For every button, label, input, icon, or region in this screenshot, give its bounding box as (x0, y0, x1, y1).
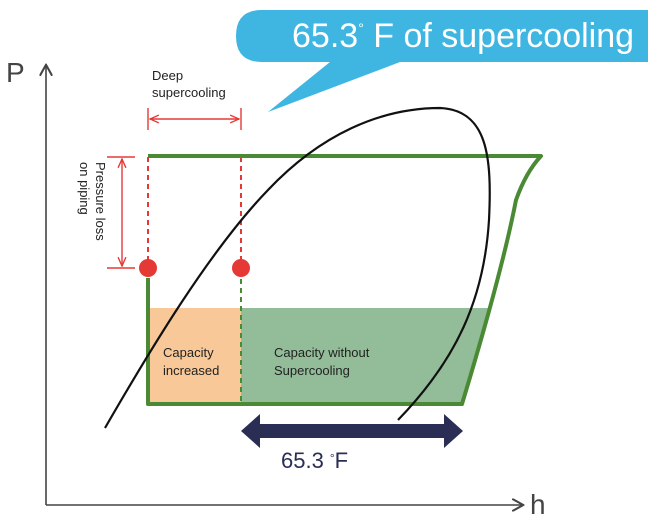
capacity-increased-line2: increased (163, 363, 219, 378)
temperature-range-arrow: 65.3 °F (241, 414, 463, 473)
supercooling-callout: 65.3° F of supercooling (236, 10, 648, 112)
pressure-loss-line2: on piping (77, 162, 92, 215)
callout-text: 65.3° F of supercooling (292, 17, 634, 55)
double-arrow-shape (241, 414, 463, 448)
saturation-curve (104, 106, 491, 429)
capacity-increased-line1: Capacity (163, 345, 214, 360)
callout-label: F of supercooling (364, 17, 634, 55)
range-arrow-label: 65.3 °F (281, 448, 348, 473)
range-degree: ° (330, 451, 335, 465)
pressure-loss-label: Pressure loss on piping (77, 162, 108, 244)
callout-value: 65.3 (292, 17, 358, 55)
capacity-without-supercooling-region (241, 308, 489, 404)
capacity-without-label: Capacity without Supercooling (274, 345, 373, 378)
pressure-loss-annotation: Pressure loss on piping (77, 156, 135, 269)
callout-degree: ° (358, 20, 364, 36)
saturation-point (232, 259, 250, 277)
deep-supercooling-annotation: Deep supercooling (147, 68, 242, 130)
callout-bubble (236, 10, 648, 112)
deep-supercooling-line2: supercooling (152, 85, 226, 100)
capacity-increased-label: Capacity increased (163, 345, 219, 378)
axes: P h (6, 57, 546, 520)
y-axis-label: P (6, 57, 25, 88)
range-value: 65.3 (281, 448, 324, 473)
refrigeration-cycle (146, 154, 543, 406)
range-unit: F (335, 448, 348, 473)
x-axis-label: h (530, 489, 546, 517)
deep-supercooling-label: Deep supercooling (152, 68, 226, 100)
capacity-without-line2: Supercooling (274, 363, 350, 378)
deep-supercooling-line1: Deep (152, 68, 183, 83)
pressure-loss-line1: Pressure loss (93, 162, 108, 241)
capacity-without-line1: Capacity without (274, 345, 370, 360)
capacity-increased-region (148, 308, 241, 404)
supercooled-point (139, 259, 157, 277)
